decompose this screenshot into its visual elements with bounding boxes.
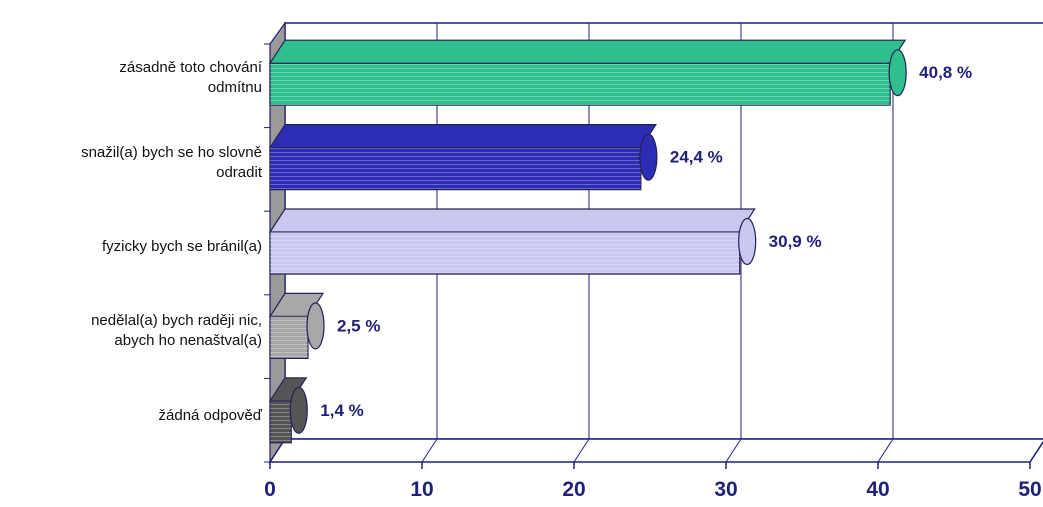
bar <box>268 208 757 275</box>
bars <box>268 39 907 444</box>
floor-gridline <box>725 438 742 463</box>
bar-value-label: 2,5 % <box>337 316 380 335</box>
category-label: žádná odpověď <box>0 406 262 426</box>
floor-gridline <box>573 438 590 463</box>
bar <box>268 124 658 191</box>
x-tick-label: 20 <box>562 478 585 501</box>
category-label-line: odradit <box>216 163 262 181</box>
bar-value-label: 1,4 % <box>320 401 363 420</box>
category-label-line: zásadně toto chování <box>119 59 262 77</box>
category-label-line: fyzicky bych se bránil(a) <box>101 238 262 255</box>
bar <box>268 377 308 444</box>
category-label-line: odmítnu <box>207 79 262 97</box>
value-labels: 40,8 % 24,4 % 30,9 % 2,5 % 1,4 % <box>320 63 972 420</box>
x-tick-label: 40 <box>866 478 889 501</box>
bar-value-label: 30,9 % <box>769 232 822 251</box>
floor-gridline <box>421 438 438 463</box>
category-label-line: žádná odpověď <box>158 406 262 424</box>
x-tick-label: 30 <box>714 478 737 501</box>
bar <box>268 292 325 359</box>
floor <box>268 438 1043 463</box>
x-tick-label: 0 <box>264 478 276 501</box>
x-tick-label: 10 <box>410 478 433 501</box>
category-label: snažil(a) bych se ho slovně odradit <box>0 143 262 183</box>
bar-value-label: 24,4 % <box>670 148 723 167</box>
category-label-line: snažil(a) bych se ho slovně <box>81 143 262 161</box>
category-label-line: abych ho nenaštval(a) <box>114 332 262 350</box>
floor-gridline <box>877 438 894 463</box>
category-label: fyzicky bych se bránil(a) <box>0 237 262 257</box>
category-label: zásadně toto chování odmítnu <box>0 58 262 98</box>
category-label-line: nedělal(a) bych raději nic, <box>91 312 262 330</box>
bar <box>268 39 907 106</box>
bar-value-label: 40,8 % <box>919 63 972 82</box>
x-tick-label: 50 <box>1018 478 1041 501</box>
x-axis-ticks: 0 10 20 30 40 50 <box>264 43 1042 501</box>
category-label: nedělal(a) bych raději nic, abych ho nena… <box>0 311 262 351</box>
